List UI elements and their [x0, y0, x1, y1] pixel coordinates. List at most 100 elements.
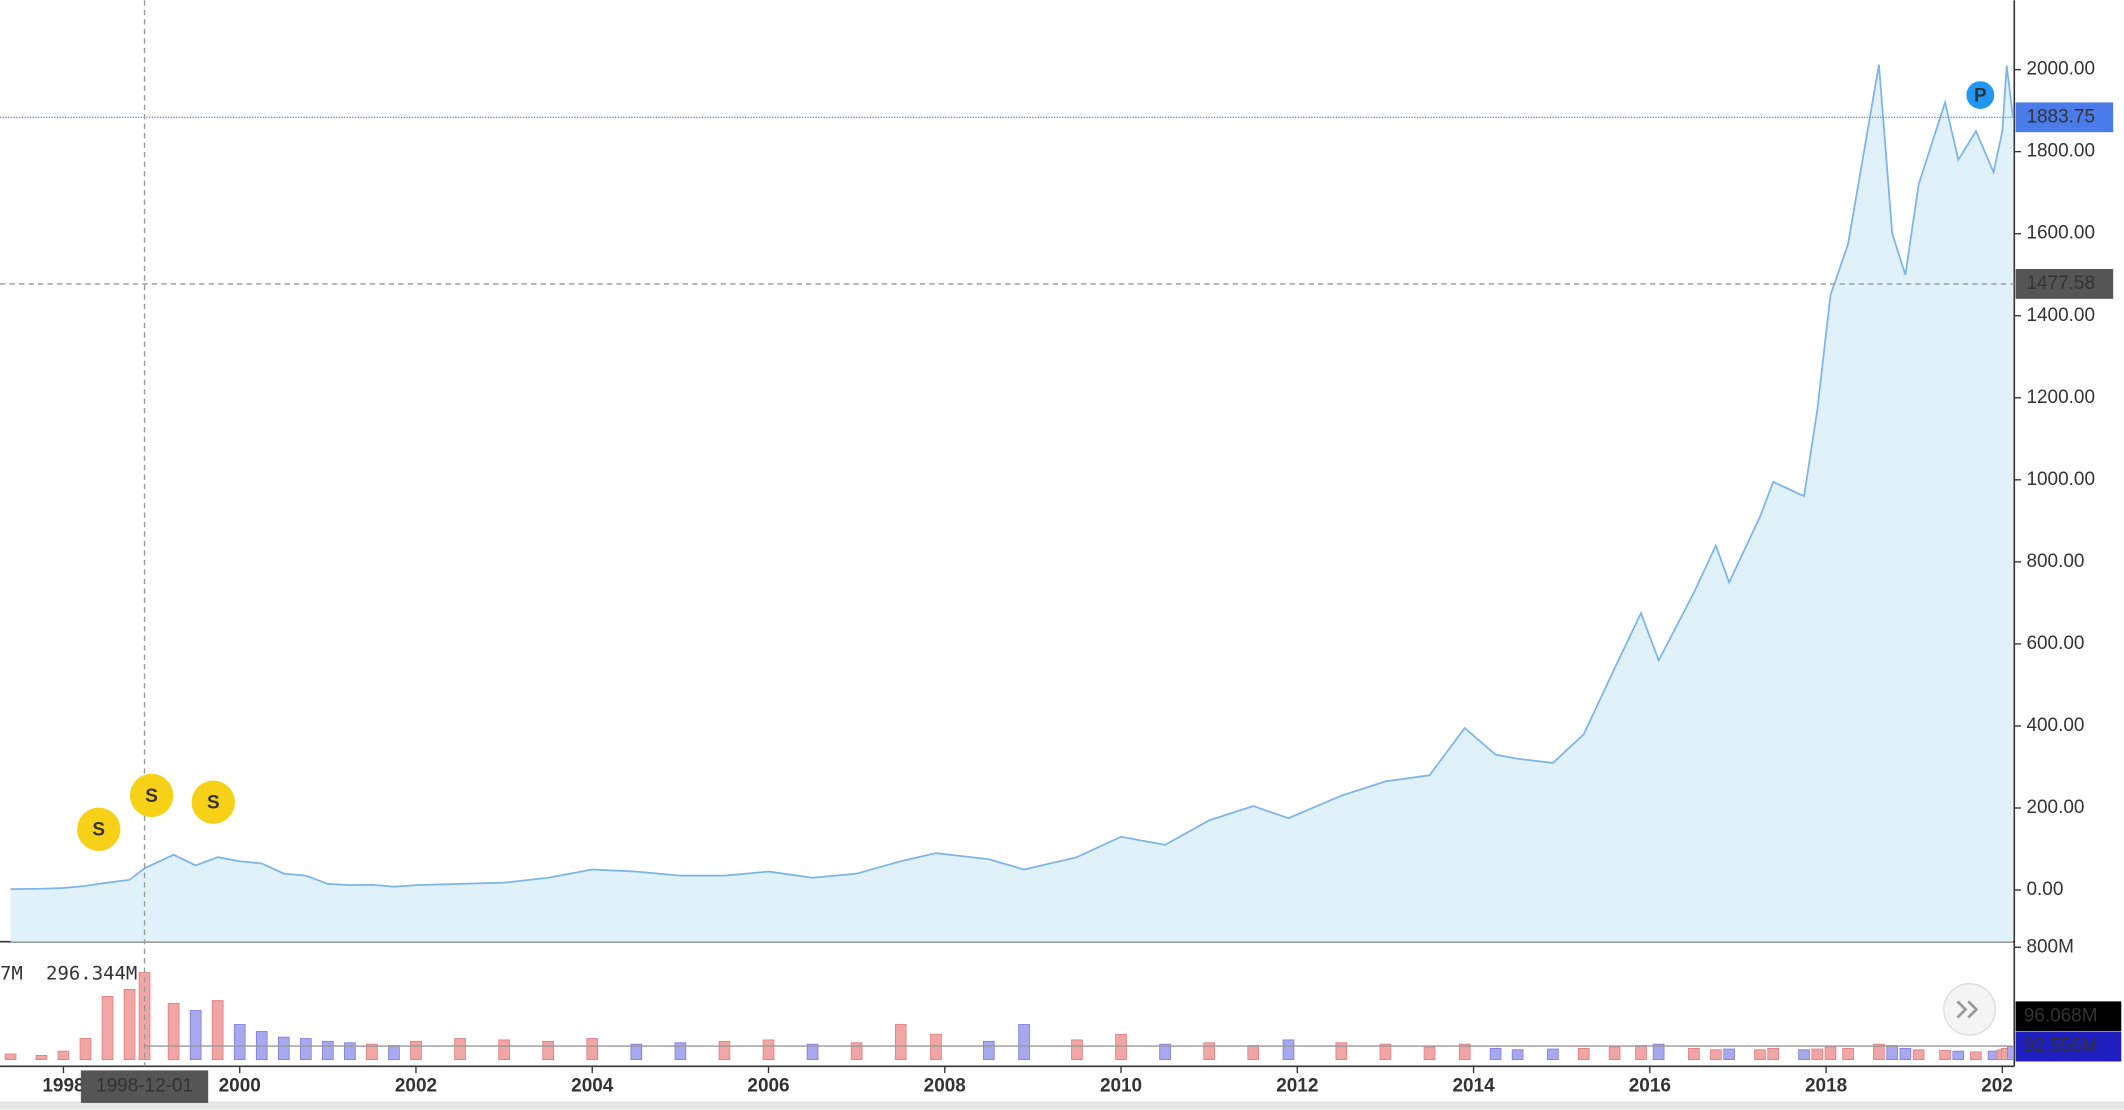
event-marker[interactable]: P	[1964, 79, 1997, 112]
volume-bar	[123, 988, 136, 1060]
price-line	[10, 64, 2013, 891]
volume-bar	[35, 1054, 48, 1060]
volume-bar	[366, 1043, 378, 1060]
volume-bar	[1824, 1046, 1837, 1060]
event-marker[interactable]: S	[129, 773, 174, 818]
volume-bar	[718, 1040, 731, 1060]
event-label: S	[207, 793, 220, 814]
crosshair-y-label: 1477.58	[2026, 273, 2095, 294]
y-tick-label: 1800.00	[2026, 141, 2095, 162]
volume-current-box	[2015, 1031, 2122, 1062]
price-area-fill	[10, 64, 2013, 942]
x-tick-label: 2000	[219, 1076, 261, 1097]
event-circle	[191, 780, 235, 824]
volume-bar	[1754, 1049, 1766, 1060]
x-tick-label: 2010	[1100, 1076, 1142, 1097]
scroll-button[interactable]	[1943, 983, 1996, 1036]
x-tick-label: 1998	[42, 1076, 84, 1097]
volume-bar	[1511, 1049, 1524, 1060]
volume-bar	[1899, 1047, 1912, 1060]
volume-bar	[1018, 1024, 1030, 1060]
y-tick-label: 200.00	[2026, 797, 2084, 818]
volume-bar	[1798, 1049, 1810, 1060]
event-marker[interactable]: S	[191, 780, 235, 824]
crosshair-x-label: 1998-12-01	[96, 1076, 193, 1097]
volume-bar	[1608, 1046, 1621, 1060]
y-tick-label: 0.00	[2026, 879, 2063, 900]
volume-bar	[189, 1010, 202, 1060]
volume-bar	[79, 1038, 92, 1060]
volume-bar	[1282, 1039, 1295, 1060]
volume-tick-label: 800M	[2026, 936, 2073, 957]
scrollbar	[0, 1101, 2124, 1110]
volume-bar	[1379, 1043, 1392, 1060]
x-tick-label: 2008	[924, 1076, 966, 1097]
event-marker[interactable]: S	[77, 807, 121, 851]
y-tick-label: 2000.00	[2026, 59, 2095, 80]
volume-bar	[1970, 1051, 1982, 1060]
volume-bar	[674, 1042, 687, 1060]
volume-bar	[1873, 1043, 1885, 1060]
x-tick-label: 2016	[1629, 1076, 1671, 1097]
event-circle	[1964, 79, 1997, 112]
x-tick-label: 2004	[571, 1076, 614, 1097]
volume-bar	[1688, 1047, 1700, 1060]
volume-bar	[410, 1040, 422, 1060]
y-tick-label: 600.00	[2026, 633, 2084, 654]
volume-bar	[1952, 1050, 1965, 1060]
volume-bar	[1710, 1049, 1722, 1060]
event-label: S	[145, 786, 158, 807]
volume-bar	[542, 1040, 555, 1060]
x-tick-label: 2002	[395, 1076, 437, 1097]
volume-bar	[1886, 1045, 1899, 1060]
volume-hover-label: 296.344M	[46, 963, 137, 985]
volume-partial-label: 7M	[0, 963, 23, 985]
volume-bar	[277, 1036, 290, 1060]
volume-bar	[1115, 1033, 1127, 1060]
crosshair-y-box	[2015, 269, 2114, 299]
x-tick-label: 2020	[1981, 1076, 2023, 1097]
volume-bar	[1489, 1047, 1502, 1060]
y-tick-label: 1600.00	[2026, 223, 2095, 244]
volume-ma-box	[2015, 1001, 2122, 1032]
x-tick-label: 2018	[1805, 1076, 1847, 1097]
volume-bar	[167, 1003, 180, 1060]
volume-bar	[630, 1043, 643, 1060]
volume-bar	[1423, 1046, 1436, 1060]
scroll-button-circle[interactable]	[1943, 983, 1996, 1036]
event-circle	[129, 773, 174, 818]
volume-ma-label: 96.068M	[2024, 1005, 2098, 1026]
volume-bar	[1335, 1042, 1348, 1060]
volume-current-label: 92.556M	[2024, 1036, 2098, 1057]
volume-bar	[1203, 1042, 1215, 1060]
volume-bar	[1071, 1039, 1083, 1060]
event-label: P	[1974, 85, 1987, 106]
volume-bar	[2007, 1046, 2013, 1060]
volume-bar	[454, 1038, 466, 1060]
x-tick-label: 2012	[1276, 1076, 1318, 1097]
volume-bar	[930, 1033, 942, 1060]
y-tick-label: 800.00	[2026, 551, 2084, 572]
volume-bar	[344, 1042, 356, 1060]
last-price-label: 1883.75	[2026, 106, 2095, 127]
volume-bar	[586, 1038, 599, 1060]
event-circle	[77, 807, 121, 851]
volume-bar	[1577, 1047, 1590, 1060]
volume-bar	[1635, 1045, 1647, 1060]
crosshair-x-box	[80, 1070, 209, 1103]
volume-bar	[1939, 1050, 1951, 1060]
y-tick-label: 1000.00	[2026, 469, 2095, 490]
scroll-icon[interactable]	[1956, 1000, 1979, 1019]
volume-bar	[1842, 1047, 1854, 1060]
volume-bar	[211, 1000, 224, 1060]
volume-bar	[1811, 1048, 1824, 1060]
volume-bar	[850, 1042, 863, 1060]
volume-bar	[806, 1043, 819, 1060]
volume-bar	[4, 1053, 17, 1060]
event-label: S	[92, 820, 105, 841]
volume-bar	[1652, 1043, 1665, 1060]
volume-bar	[983, 1040, 995, 1060]
volume-bar	[299, 1038, 312, 1060]
volume-bar	[894, 1024, 907, 1060]
